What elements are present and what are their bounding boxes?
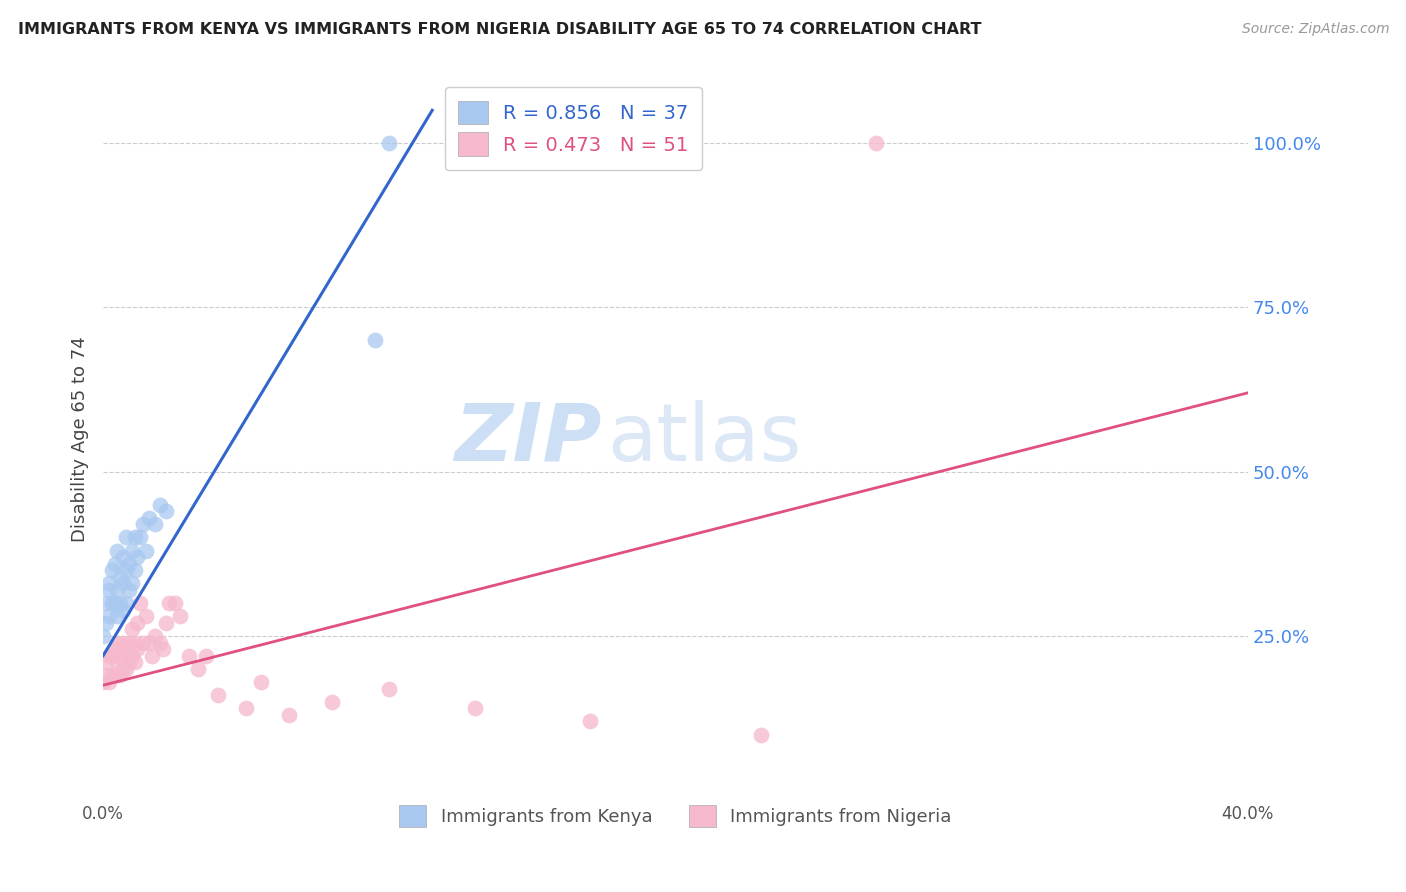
Text: Source: ZipAtlas.com: Source: ZipAtlas.com: [1241, 22, 1389, 37]
Point: [110, 596, 132, 610]
Point: [865, 136, 887, 150]
Point: [97, 675, 120, 690]
Point: [364, 333, 387, 347]
Point: [94, 655, 117, 669]
Text: ZIP: ZIP: [454, 400, 602, 478]
Point: [110, 648, 132, 663]
Point: [110, 668, 132, 682]
Point: [321, 695, 343, 709]
Point: [107, 635, 129, 649]
Point: [100, 648, 122, 663]
Point: [100, 596, 122, 610]
Point: [107, 668, 129, 682]
Point: [112, 550, 135, 565]
Point: [115, 662, 138, 676]
Point: [97, 576, 120, 591]
Point: [115, 563, 138, 577]
Point: [121, 576, 143, 591]
Point: [115, 530, 138, 544]
Point: [97, 609, 120, 624]
Point: [94, 596, 117, 610]
Point: [127, 642, 149, 657]
Point: [163, 596, 186, 610]
Point: [152, 642, 174, 657]
Point: [464, 701, 486, 715]
Point: [249, 675, 271, 690]
Point: [103, 596, 125, 610]
Point: [378, 136, 401, 150]
Point: [278, 707, 301, 722]
Point: [749, 727, 772, 741]
Point: [121, 543, 143, 558]
Point: [110, 570, 132, 584]
Point: [127, 615, 149, 630]
Text: IMMIGRANTS FROM KENYA VS IMMIGRANTS FROM NIGERIA DISABILITY AGE 65 TO 74 CORRELA: IMMIGRANTS FROM KENYA VS IMMIGRANTS FROM…: [18, 22, 981, 37]
Point: [127, 550, 149, 565]
Point: [578, 714, 600, 729]
Point: [94, 668, 117, 682]
Point: [121, 648, 143, 663]
Point: [177, 648, 200, 663]
Point: [118, 557, 141, 571]
Point: [138, 635, 160, 649]
Point: [124, 563, 146, 577]
Point: [107, 582, 129, 597]
Point: [112, 662, 135, 676]
Point: [97, 648, 120, 663]
Point: [132, 635, 155, 649]
Point: [121, 623, 143, 637]
Point: [103, 557, 125, 571]
Point: [124, 635, 146, 649]
Point: [107, 655, 129, 669]
Point: [207, 688, 229, 702]
Point: [97, 582, 120, 597]
Point: [138, 510, 160, 524]
Point: [135, 543, 157, 558]
Point: [132, 517, 155, 532]
Legend: Immigrants from Kenya, Immigrants from Nigeria: Immigrants from Kenya, Immigrants from N…: [392, 798, 959, 835]
Y-axis label: Disability Age 65 to 74: Disability Age 65 to 74: [72, 336, 89, 541]
Point: [115, 596, 138, 610]
Point: [107, 543, 129, 558]
Point: [103, 668, 125, 682]
Point: [129, 530, 152, 544]
Point: [135, 609, 157, 624]
Point: [143, 629, 166, 643]
Point: [112, 576, 135, 591]
Point: [141, 648, 163, 663]
Point: [187, 662, 209, 676]
Point: [91, 629, 114, 643]
Point: [195, 648, 218, 663]
Point: [124, 655, 146, 669]
Point: [94, 615, 117, 630]
Point: [235, 701, 257, 715]
Point: [129, 596, 152, 610]
Point: [118, 582, 141, 597]
Point: [149, 498, 172, 512]
Point: [91, 675, 114, 690]
Point: [157, 596, 180, 610]
Point: [143, 517, 166, 532]
Point: [100, 563, 122, 577]
Point: [155, 615, 177, 630]
Point: [149, 635, 172, 649]
Point: [378, 681, 401, 696]
Point: [112, 602, 135, 616]
Point: [118, 655, 141, 669]
Point: [155, 504, 177, 518]
Point: [112, 635, 135, 649]
Point: [103, 642, 125, 657]
Point: [107, 609, 129, 624]
Point: [100, 668, 122, 682]
Point: [118, 635, 141, 649]
Point: [115, 642, 138, 657]
Point: [169, 609, 191, 624]
Text: atlas: atlas: [607, 400, 801, 478]
Point: [124, 530, 146, 544]
